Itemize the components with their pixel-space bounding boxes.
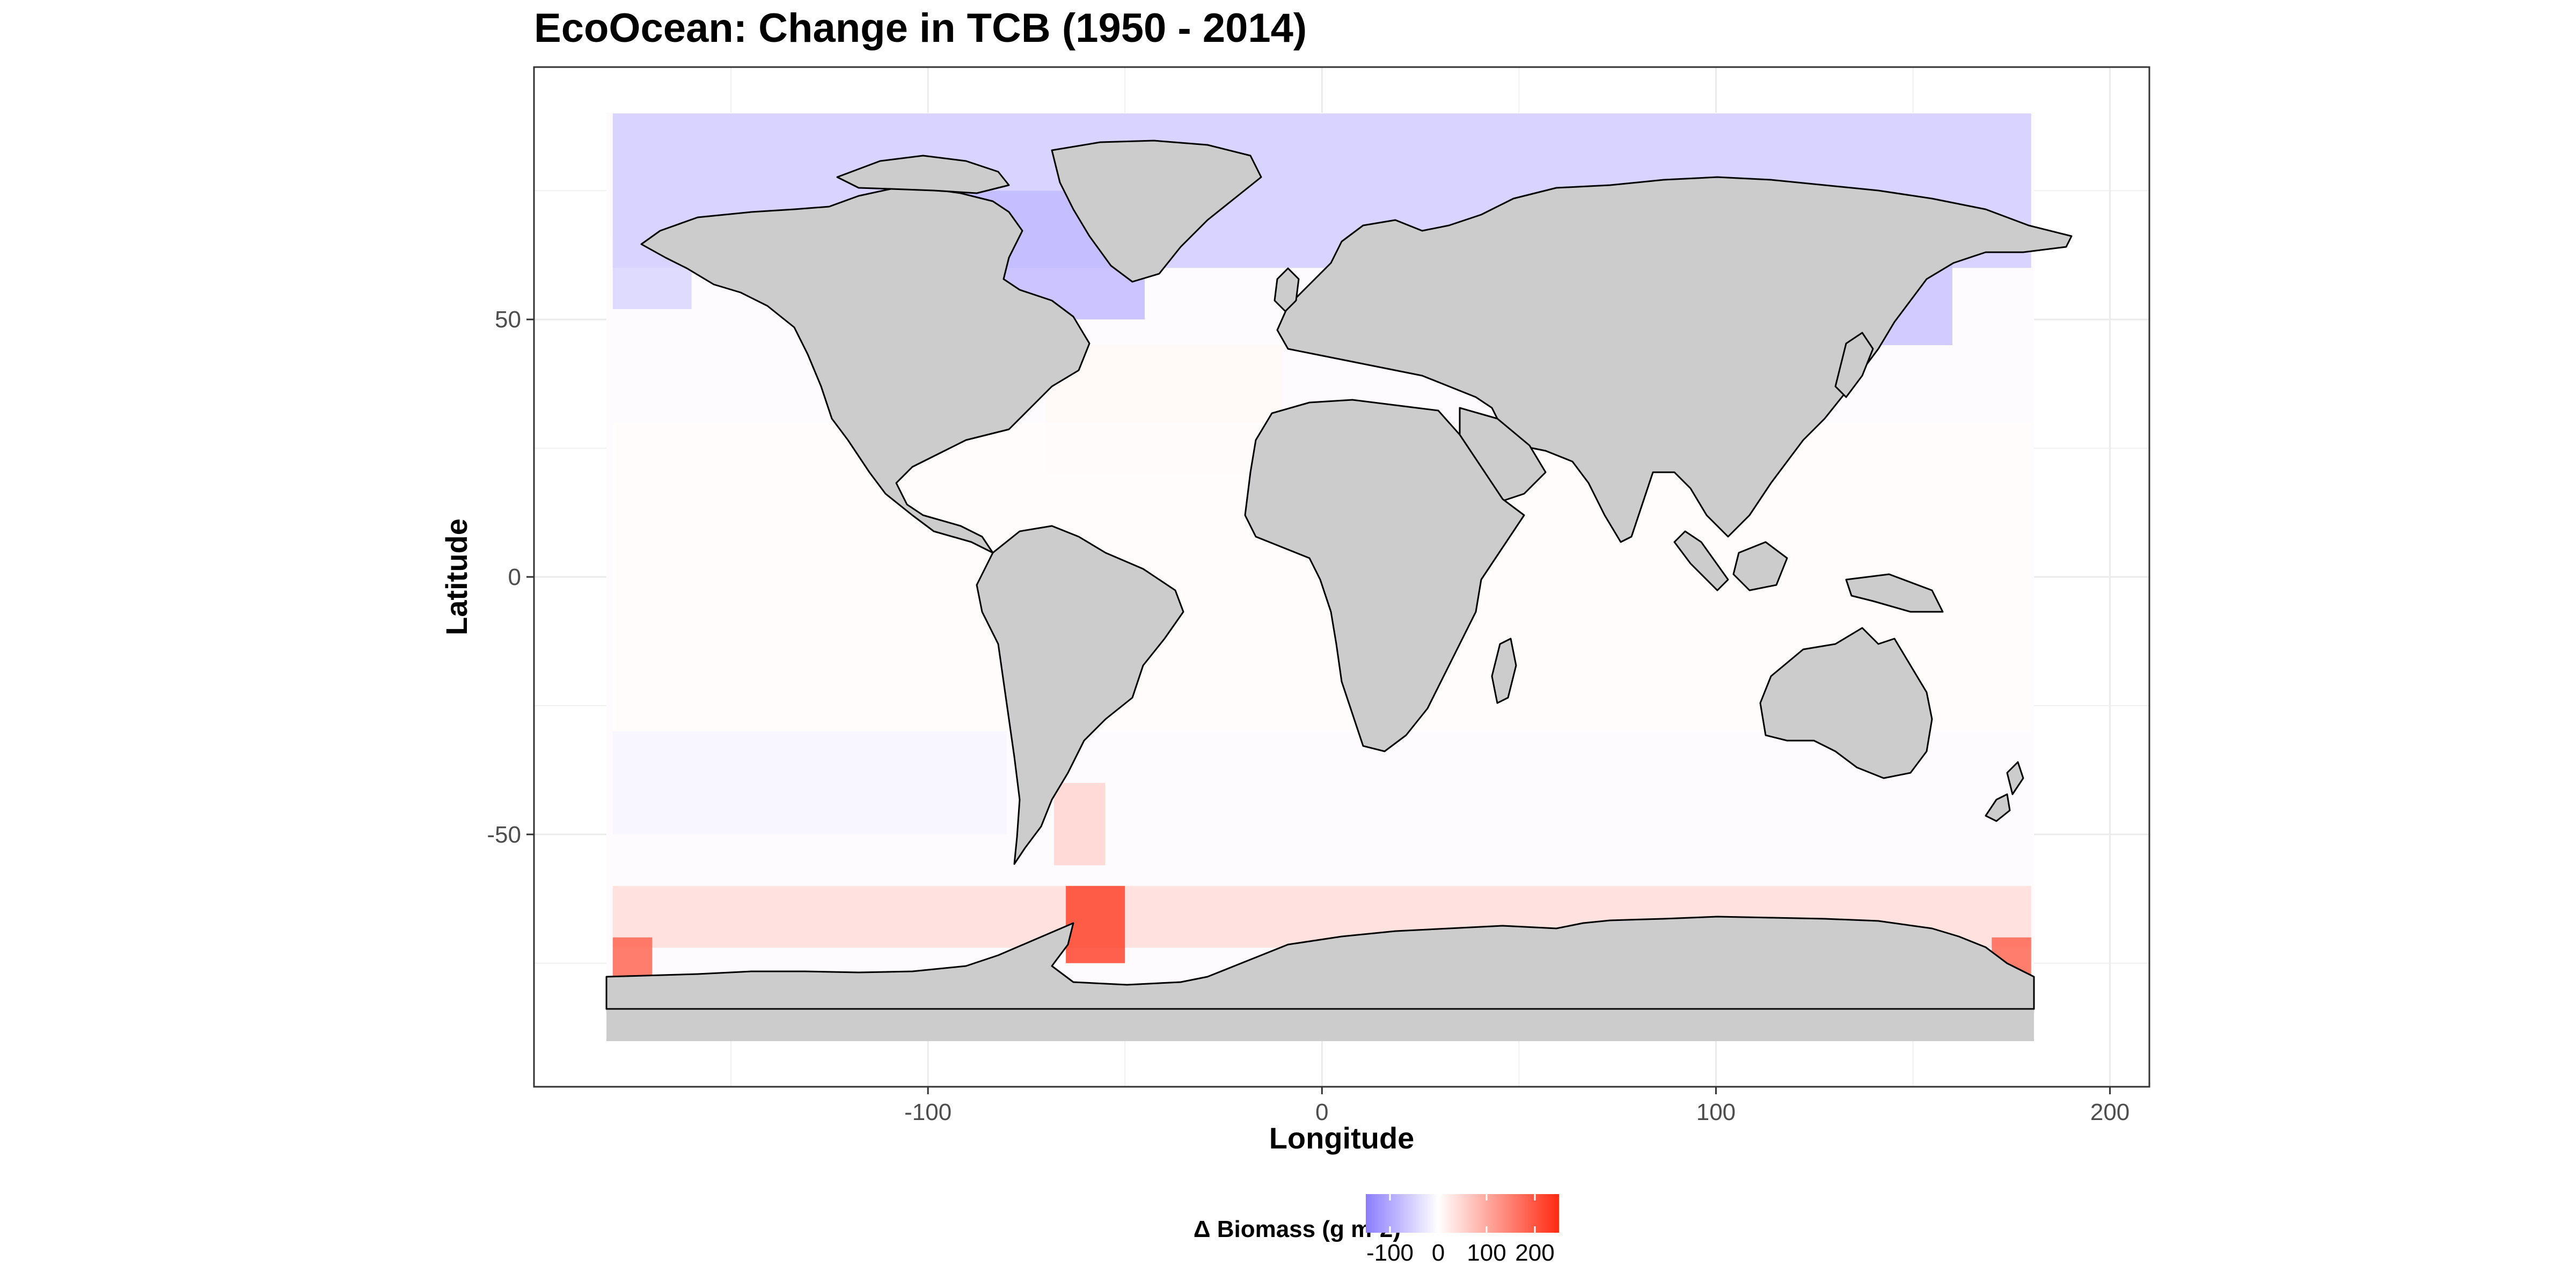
x-tick-label: 100 [1696, 1099, 1736, 1125]
land-borneo [1732, 541, 1788, 591]
y-axis: -50 0 50 [487, 306, 534, 848]
x-axis: -100 0 100 200 [904, 1087, 2129, 1125]
land-new-zealand-south [1985, 793, 2011, 822]
land-japan [1834, 332, 1874, 398]
land-madagascar [1491, 638, 1517, 704]
legend-ticks: -100 0 100 200 [1366, 1194, 1555, 1266]
land-masses [605, 140, 2073, 1041]
land-africa [1244, 399, 1525, 752]
legend-tick-label: 100 [1467, 1240, 1506, 1266]
land-new-zealand [2006, 761, 2024, 795]
legend-color-bar [1366, 1194, 1559, 1233]
y-tick-label: 50 [495, 306, 521, 333]
legend-tick-label: 200 [1515, 1240, 1554, 1266]
x-tick-label: 200 [2090, 1099, 2129, 1125]
land-antarctica [605, 916, 2035, 1010]
land-british-isles [1274, 267, 1300, 312]
land-sumatra [1673, 530, 1729, 591]
y-tick-label: 0 [508, 564, 521, 590]
y-axis-title: Latitude [440, 518, 473, 635]
legend-tick-label: -100 [1366, 1240, 1414, 1266]
x-tick-label: -100 [904, 1099, 952, 1125]
land-arctic-islands [836, 155, 1010, 194]
antarctic-base [606, 1010, 2034, 1041]
legend: Δ Biomass (g m-2) -100 0 100 200 [1194, 1194, 1559, 1266]
field-cell [1054, 782, 1106, 866]
x-axis-title: Longitude [1269, 1121, 1415, 1155]
y-tick-label: -50 [487, 822, 521, 848]
land-australia [1759, 627, 1933, 779]
x-tick-label: 0 [1315, 1099, 1328, 1125]
legend-tick-label: 0 [1432, 1240, 1445, 1266]
field-cell [612, 731, 1007, 835]
chart-title: EcoOcean: Change in TCB (1950 - 2014) [534, 5, 1307, 51]
land-south-america [976, 525, 1184, 865]
land-greenland [1051, 140, 1262, 283]
field-cell [1066, 885, 1125, 963]
land-new-guinea [1845, 573, 1944, 613]
